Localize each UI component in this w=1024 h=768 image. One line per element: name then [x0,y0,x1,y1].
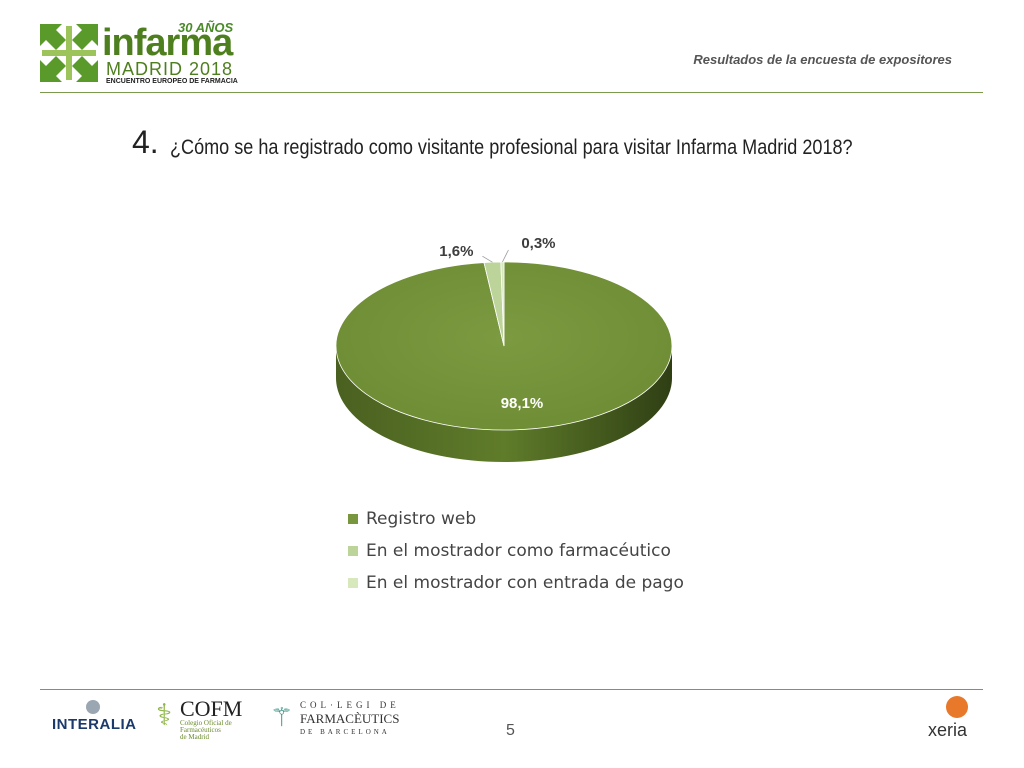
pharmacy-cross-icon: ⚚ [270,702,294,732]
legend-swatch [348,514,358,524]
logo-tagline: ENCUENTRO EUROPEO DE FARMACIA [106,78,238,85]
cofm-subtitle: Colegio Oficial de Farmacéuticos de Madr… [180,720,232,741]
infarma-logo: 30 AÑOS infarma MADRID 2018 ENCUENTRO EU… [38,18,248,88]
cofm-sub-line1: Colegio Oficial de [180,719,232,727]
logo-years: 30 AÑOS [178,20,234,35]
data-label-1: 98,1% [501,395,544,412]
legend-label: En el mostrador con entrada de pago [366,573,684,593]
data-label-3: 0,3% [521,235,555,252]
leader-line-3 [502,249,509,263]
legend-label: En el mostrador como farmacéutico [366,541,671,561]
header-divider [40,92,983,93]
question-number: 4. [132,124,159,160]
xeria-wordmark: xeria [928,720,968,740]
green-arrows-cross-icon [40,24,98,82]
pie-side [336,346,672,462]
cofm-wordmark: COFM [180,696,243,721]
pharmacy-cup-icon: ⚕ [156,699,173,732]
xeria-logo: xeria [928,696,986,742]
footer-divider [40,689,983,690]
interalia-sphere-icon [86,700,100,714]
chart-legend: Registro web En el mostrador como farmacé… [348,503,684,599]
legend-swatch [348,578,358,588]
colegi-logo: ⚚ COL·LEGI DE FARMACÈUTICS DE BARCELONA [270,700,410,740]
leader-line-2 [482,255,493,263]
page-number: 5 [506,722,515,739]
legend-item: En el mostrador con entrada de pago [348,567,684,599]
colegi-line2: FARMACÈUTICS [300,711,400,726]
interalia-wordmark: INTERALIA [52,716,137,733]
legend-item: En el mostrador como farmacéutico [348,535,684,567]
cofm-sub-line2: Farmacéuticos [180,726,221,734]
data-label-2: 1,6% [439,243,473,260]
logo-wordmark: infarma [102,22,233,64]
interalia-logo: INTERALIA [52,700,138,736]
cofm-logo: ⚕ COFM Colegio Oficial de Farmacéuticos … [156,696,248,742]
colegi-line1: COL·LEGI DE [300,700,400,710]
legend-item: Registro web [348,503,684,535]
logo-city: MADRID 2018 [106,59,234,79]
legend-swatch [348,546,358,556]
cofm-sub-line3: de Madrid [180,733,209,741]
legend-label: Registro web [366,509,477,529]
question-text: ¿Cómo se ha registrado como visitante pr… [170,136,853,159]
header-subtitle: Resultados de la encuesta de expositores [693,52,952,67]
colegi-line3: DE BARCELONA [300,728,390,736]
pie-slice-3 [500,261,505,347]
xeria-x-icon [946,696,968,718]
